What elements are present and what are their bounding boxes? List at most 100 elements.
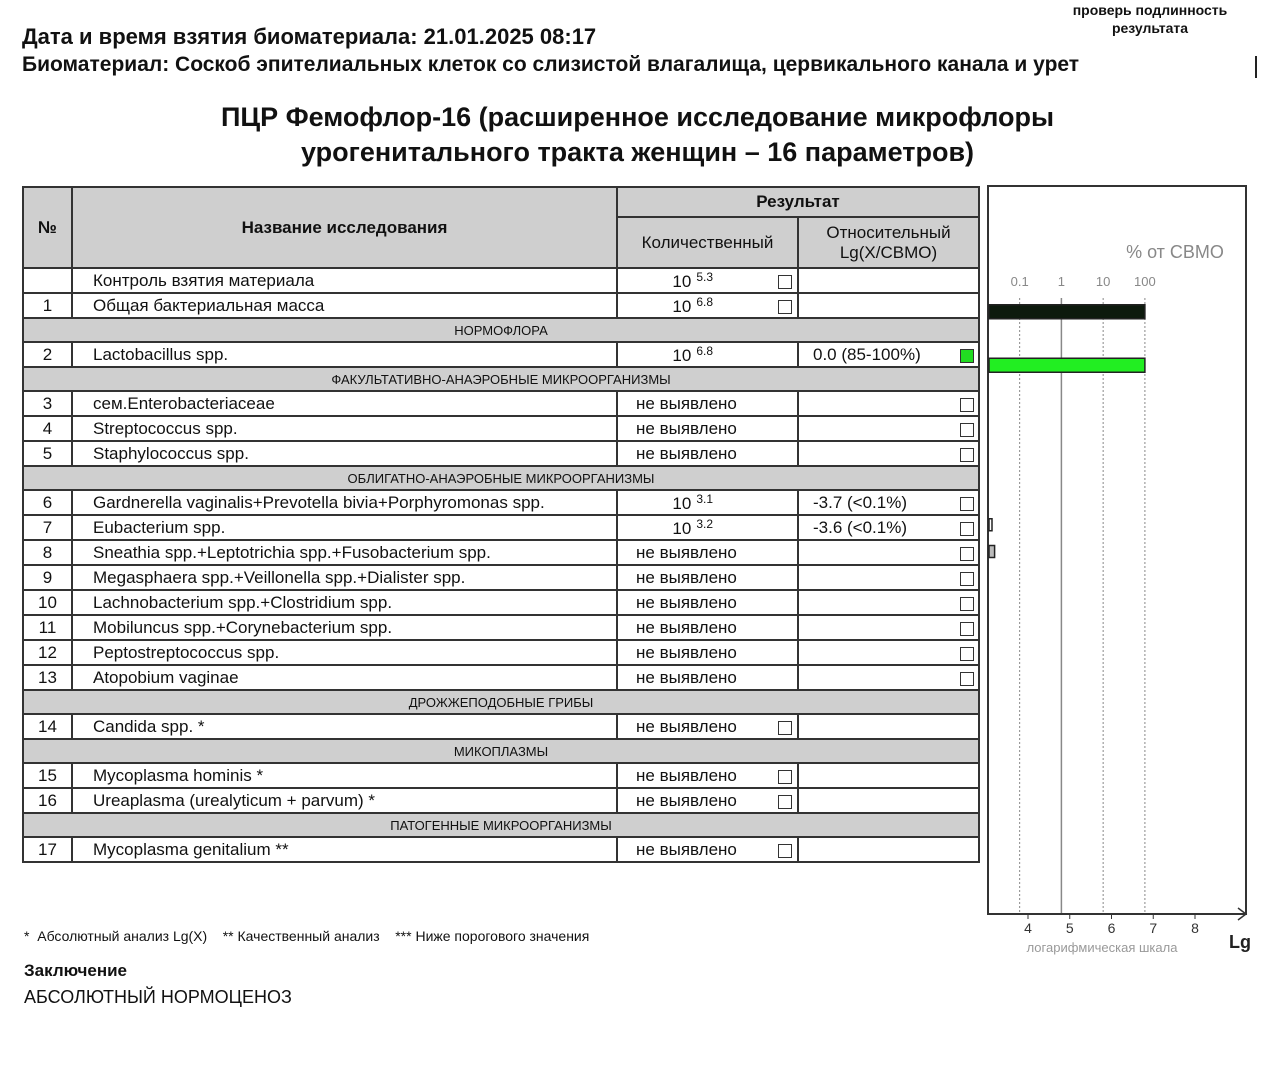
rel-cell [797,440,980,467]
quant-value: не выявлено [636,790,737,810]
test-name: Общая бактериальная масса [71,292,618,319]
col-rel-line2: Lg(X/CBMO) [839,242,938,262]
rel-cell [797,589,980,616]
rel-cell [797,664,980,691]
rel-cell [797,564,980,591]
row-number: 10 [22,589,73,616]
section-title: ДРОЖЖЕПОДОБНЫЕ ГРИБЫ [22,689,980,715]
row-number: 1 [22,292,73,319]
checkbox[interactable] [960,622,974,636]
checkbox[interactable] [778,275,792,289]
test-name: Mobiluncus spp.+Corynebacterium spp. [71,614,618,641]
quant-value: не выявлено [636,617,737,637]
test-name: Atopobium vaginae [71,664,618,691]
row-number: 7 [22,514,73,541]
col-quant: Количественный [616,216,799,269]
checkbox[interactable] [960,423,974,437]
axis-label: Lg [1229,932,1251,952]
rel-cell: -3.6 (<0.1%) [797,514,980,541]
section-row: МИКОПЛАЗМЫ [22,738,980,764]
checkbox[interactable] [960,448,974,462]
table-row: 17 Mycoplasma genitalium ** не выявлено [22,836,980,863]
lg-tick-label: 5 [1066,920,1074,936]
col-rel-line1: Относительный [826,222,951,242]
table-row: Контроль взятия материала 10 5.3 [22,267,980,294]
table-row: 11 Mobiluncus spp.+Corynebacterium spp. н… [22,614,980,641]
col-rel: Относительный Lg(X/CBMO) [797,216,980,269]
chart-bar [988,544,996,559]
quant-cell: не выявлено [616,589,799,616]
table-row: 4 Streptococcus spp. не выявлено [22,415,980,442]
test-name: Gardnerella vaginalis+Prevotella bivia+P… [71,489,618,516]
checkbox[interactable] [960,398,974,412]
quant-value: не выявлено [636,443,737,463]
row-number: 14 [22,713,73,740]
percent-tick-label: 1 [1058,274,1065,289]
chart-bar [988,518,993,532]
quant-cell: не выявлено [616,713,799,740]
table-row: 3 сем.Enterobacteriaceae не выявлено [22,390,980,417]
quant-value: не выявлено [636,716,737,736]
quant-cell: 10 6.8 [616,341,799,368]
table-row: 1 Общая бактериальная масса 10 6.8 [22,292,980,319]
rel-cell [797,614,980,641]
quant-value: не выявлено [636,567,737,587]
conclusion: АБСОЛЮТНЫЙ НОРМОЦЕНОЗ [24,987,292,1007]
rel-cell [797,292,980,319]
row-number: 8 [22,539,73,566]
rel-cell [797,713,980,740]
section-row: ОБЛИГАТНО-АНАЭРОБНЫЕ МИКРООРГАНИЗМЫ [22,465,980,491]
quant-cell: не выявлено [616,836,799,863]
chart-top-label: % от СВМО [1126,242,1224,262]
test-name: Ureaplasma (urealyticum + parvum) * [71,787,618,814]
table-row: 12 Peptostreptococcus spp. не выявлено [22,639,980,666]
quant-base: 10 [672,271,692,291]
checkbox[interactable] [960,647,974,661]
checkbox[interactable] [960,597,974,611]
checkbox[interactable] [778,300,792,314]
row-number [22,267,73,294]
checkbox[interactable] [960,522,974,536]
lg-tick-label: 7 [1149,920,1157,936]
rel-cell [797,762,980,789]
checkbox[interactable] [778,770,792,784]
quant-cell: не выявлено [616,762,799,789]
quant-value: не выявлено [636,765,737,785]
quant-cell: 10 3.1 [616,489,799,516]
quant-exponent: 3.2 [696,516,713,531]
footnotes: * Абсолютный анализ Lg(X) ** Качественны… [24,928,590,944]
row-number: 6 [22,489,73,516]
checkbox[interactable] [778,844,792,858]
test-name: Mycoplasma hominis * [71,762,618,789]
table-row: 9 Megasphaera spp.+Veillonella spp.+Dial… [22,564,980,591]
chart-frame [987,185,1247,915]
quant-cell: не выявлено [616,639,799,666]
rel-cell [797,539,980,566]
quant-cell: не выявлено [616,440,799,467]
table-row: 5 Staphylococcus spp. не выявлено [22,440,980,467]
checkbox[interactable] [960,497,974,511]
quant-base: 10 [672,345,692,365]
rel-value: -3.7 (<0.1%) [813,492,908,512]
chart-bar [988,304,1146,320]
checkbox[interactable] [960,572,974,586]
rel-cell: -3.7 (<0.1%) [797,489,980,516]
checkbox[interactable] [778,721,792,735]
checkbox[interactable] [960,547,974,561]
section-title: ПАТОГЕННЫЕ МИКРООРГАНИЗМЫ [22,812,980,838]
test-name: сем.Enterobacteriaceae [71,390,618,417]
clip-edge [1255,56,1257,78]
rel-cell [797,390,980,417]
rel-cell [797,787,980,814]
verify-authenticity-link[interactable]: проверь подлинность результата [1072,2,1228,36]
quant-value: не выявлено [636,667,737,687]
lg-tick-label: 8 [1191,920,1199,936]
checkbox[interactable] [778,795,792,809]
quant-value: не выявлено [636,418,737,438]
row-number: 5 [22,440,73,467]
quant-cell: не выявлено [616,564,799,591]
scale-label: логарифмическая шкала [1027,940,1179,955]
conclusion-heading: Заключение [24,961,127,980]
checkbox[interactable] [960,672,974,686]
